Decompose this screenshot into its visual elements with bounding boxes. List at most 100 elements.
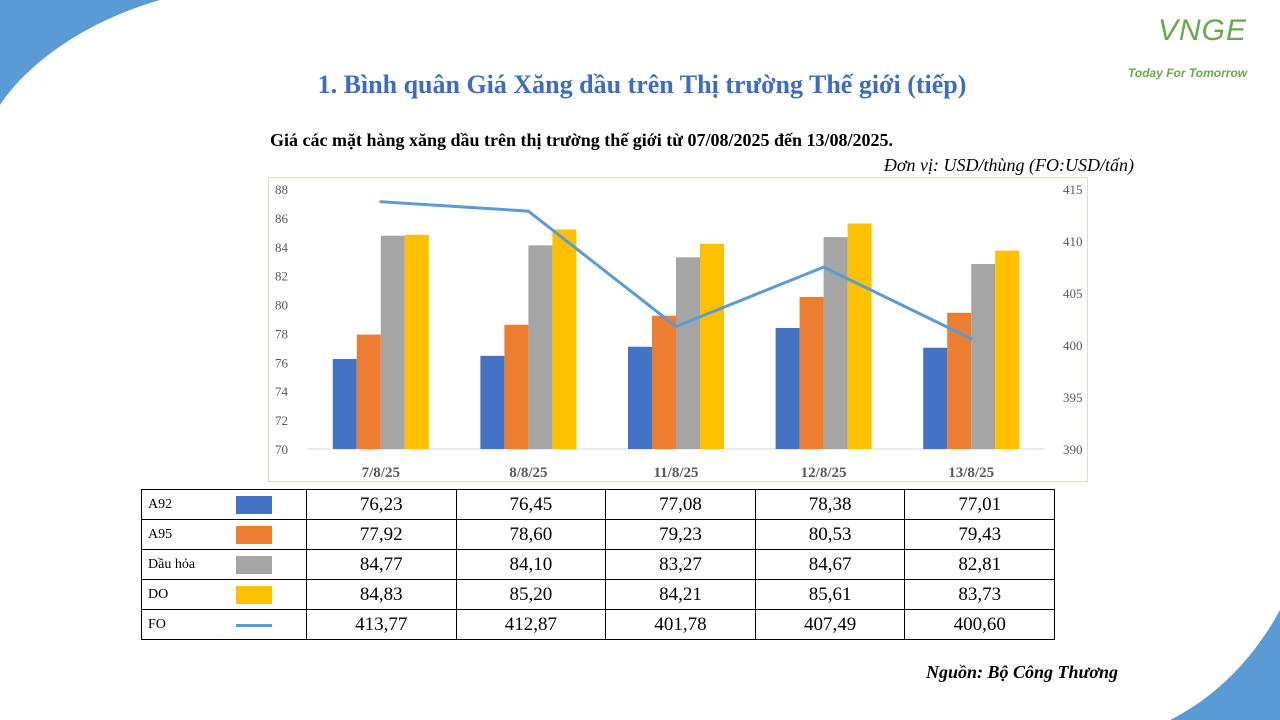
data-table: A92 76,23 76,45 77,08 78,38 77,01 A95 77,92 78,6… bbox=[141, 489, 1055, 640]
point-fo-4 bbox=[822, 265, 826, 269]
x-tick-label: 8/8/25 bbox=[509, 465, 547, 481]
series-label-cell: FO bbox=[141, 609, 307, 640]
data-cell: 77,01 bbox=[904, 489, 1055, 520]
bar-a95-2 bbox=[504, 324, 529, 449]
y-left-tick-label: 74 bbox=[275, 384, 289, 399]
bar-do-4 bbox=[847, 223, 872, 449]
bar-dầu-hỏa-5 bbox=[971, 263, 996, 449]
table-row: A95 77,92 78,60 79,23 80,53 79,43 bbox=[141, 519, 1055, 550]
legend-swatch bbox=[236, 526, 272, 544]
series-name: A95 bbox=[148, 527, 173, 542]
legend-swatch bbox=[236, 624, 272, 627]
series-name: DO bbox=[148, 587, 169, 602]
y-left-tick-label: 78 bbox=[275, 326, 288, 341]
y-right-tick-label: 415 bbox=[1063, 182, 1083, 197]
point-fo-2 bbox=[526, 209, 530, 213]
series-name: Dầu hỏa bbox=[148, 557, 196, 572]
data-cell: 76,23 bbox=[306, 489, 457, 520]
data-cell: 412,87 bbox=[455, 609, 607, 640]
data-cell: 401,78 bbox=[605, 609, 756, 640]
data-cell: 77,92 bbox=[306, 519, 457, 550]
y-left-tick-label: 70 bbox=[275, 442, 288, 457]
bar-a95-4 bbox=[799, 296, 824, 449]
data-cell: 84,10 bbox=[455, 549, 607, 580]
x-tick-label: 7/8/25 bbox=[362, 465, 400, 481]
logo-mark: VNGE bbox=[1158, 14, 1248, 47]
data-cell: 85,61 bbox=[754, 579, 906, 610]
series-label-cell: Dầu hỏa bbox=[141, 549, 307, 580]
vnge-logo: VNGE Today For Tomorrow bbox=[1126, 14, 1266, 86]
table-row: A92 76,23 76,45 77,08 78,38 77,01 bbox=[141, 489, 1055, 520]
table-row: DO 84,83 85,20 84,21 85,61 83,73 bbox=[141, 579, 1055, 610]
bar-a92-2 bbox=[480, 355, 505, 449]
data-cell: 400,60 bbox=[904, 609, 1055, 640]
bar-dầu-hỏa-1 bbox=[380, 235, 405, 449]
series-name: A92 bbox=[148, 497, 173, 512]
combo-chart: 70 72 74 76 78 80 82 84 86 88 390 395 400 405 410 415 7/… bbox=[275, 182, 1083, 481]
legend-swatch bbox=[236, 586, 272, 604]
y-left-tick-label: 80 bbox=[275, 298, 288, 313]
series-label-cell: A92 bbox=[141, 489, 307, 520]
data-cell: 84,67 bbox=[754, 549, 906, 580]
bar-dầu-hỏa-2 bbox=[528, 245, 553, 449]
data-cell: 78,60 bbox=[455, 519, 607, 550]
data-cell: 82,81 bbox=[904, 549, 1055, 580]
y-right-tick-label: 395 bbox=[1063, 390, 1083, 405]
legend-swatch bbox=[236, 496, 272, 514]
data-cell: 407,49 bbox=[754, 609, 906, 640]
logo-tagline: Today For Tomorrow bbox=[1128, 66, 1248, 80]
point-fo-1 bbox=[379, 200, 383, 204]
y-left-tick-label: 72 bbox=[275, 413, 288, 428]
bar-a95-3 bbox=[652, 315, 676, 449]
y-right-tick-label: 400 bbox=[1063, 338, 1083, 353]
data-cell: 80,53 bbox=[754, 519, 906, 550]
bar-a92-1 bbox=[332, 359, 357, 449]
chart-area: 70 72 74 76 78 80 82 84 86 88 390 395 400 405 410 415 7/… bbox=[268, 177, 1088, 482]
bar-do-5 bbox=[995, 250, 1020, 449]
point-fo-5 bbox=[969, 337, 973, 341]
data-cell: 84,77 bbox=[306, 549, 457, 580]
table-row: Dầu hỏa 84,77 84,10 83,27 84,67 82,81 bbox=[141, 549, 1055, 580]
corner-decoration-bottom-right bbox=[1170, 610, 1280, 720]
data-cell: 413,77 bbox=[306, 609, 457, 640]
data-cell: 78,38 bbox=[754, 489, 906, 520]
series-label-cell: A95 bbox=[141, 519, 307, 550]
x-tick-label: 13/8/25 bbox=[948, 465, 994, 481]
page-title: 1. Bình quân Giá Xăng dầu trên Thị trườn… bbox=[317, 70, 967, 99]
bar-do-3 bbox=[700, 243, 724, 449]
data-cell: 84,21 bbox=[605, 579, 756, 610]
bar-a95-1 bbox=[356, 334, 381, 449]
unit-label: Đơn vị: USD/thùng (FO:USD/tấn) bbox=[883, 155, 1134, 175]
data-cell: 79,23 bbox=[605, 519, 756, 550]
data-cell: 84,83 bbox=[306, 579, 457, 610]
x-tick-label: 12/8/25 bbox=[801, 465, 847, 481]
chart-title: Giá các mặt hàng xăng dầu trên thị trườn… bbox=[270, 130, 894, 150]
y-left-tick-label: 76 bbox=[275, 355, 289, 370]
data-cell: 79,43 bbox=[904, 519, 1055, 550]
bar-do-1 bbox=[404, 234, 429, 449]
y-left-tick-label: 84 bbox=[275, 240, 289, 255]
source-note: Nguồn: Bộ Công Thương bbox=[926, 662, 1118, 682]
data-cell: 85,20 bbox=[455, 579, 607, 610]
data-cell: 83,73 bbox=[904, 579, 1055, 610]
y-right-tick-label: 410 bbox=[1063, 234, 1083, 249]
y-left-tick-label: 88 bbox=[275, 182, 288, 197]
bar-a92-3 bbox=[628, 346, 652, 449]
corner-decoration-top-left bbox=[0, 0, 160, 105]
y-left-tick-label: 82 bbox=[275, 269, 288, 284]
legend-swatch bbox=[236, 556, 272, 574]
bar-dầu-hỏa-3 bbox=[676, 257, 700, 449]
series-label-cell: DO bbox=[141, 579, 307, 610]
x-tick-label: 11/8/25 bbox=[653, 465, 698, 481]
data-cell: 77,08 bbox=[605, 489, 756, 520]
y-right-tick-label: 405 bbox=[1063, 286, 1083, 301]
data-cell: 76,45 bbox=[455, 489, 607, 520]
bar-do-2 bbox=[552, 229, 577, 449]
y-right-tick-label: 390 bbox=[1063, 442, 1083, 457]
data-cell: 83,27 bbox=[605, 549, 756, 580]
bar-a92-4 bbox=[775, 327, 800, 449]
bar-a92-5 bbox=[923, 347, 948, 449]
table-row: FO 413,77 412,87 401,78 407,49 400,60 bbox=[141, 609, 1055, 640]
series-name: FO bbox=[148, 617, 166, 632]
point-fo-3 bbox=[674, 324, 678, 328]
